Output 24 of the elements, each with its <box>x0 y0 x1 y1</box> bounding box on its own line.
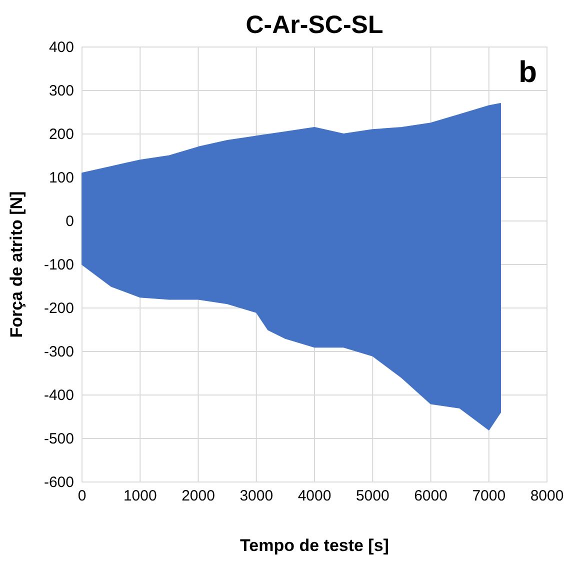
x-axis-title: Tempo de teste [s] <box>240 536 389 555</box>
y-tick-label: -500 <box>44 430 74 448</box>
x-tick-label: 3000 <box>240 488 274 505</box>
y-tick-label: -100 <box>44 256 74 274</box>
x-tick-label: 7000 <box>472 488 506 505</box>
x-tick-label: 8000 <box>530 488 564 505</box>
y-tick-label: -300 <box>44 343 74 360</box>
y-tick-label: -600 <box>44 474 74 491</box>
y-tick-label: -400 <box>44 386 74 404</box>
y-tick-label: 300 <box>48 82 74 100</box>
x-tick-label: 6000 <box>414 488 448 505</box>
y-axis-title: Força de atrito [N] <box>7 191 26 338</box>
y-tick-label: -200 <box>44 300 74 317</box>
y-tick-label: 0 <box>66 212 74 230</box>
x-tick-label: 2000 <box>182 488 215 505</box>
y-tick-label: 100 <box>48 169 74 186</box>
x-tick-label: 1000 <box>123 488 157 505</box>
y-tick-label: 400 <box>48 38 74 56</box>
x-tick-label: 4000 <box>298 488 332 505</box>
annotation: b <box>518 56 537 89</box>
y-tick-label: 200 <box>48 126 74 143</box>
x-tick-label: 5000 <box>356 488 390 505</box>
chart-title: C-Ar-SC-SL <box>246 11 384 39</box>
x-tick-label: 0 <box>78 488 86 505</box>
